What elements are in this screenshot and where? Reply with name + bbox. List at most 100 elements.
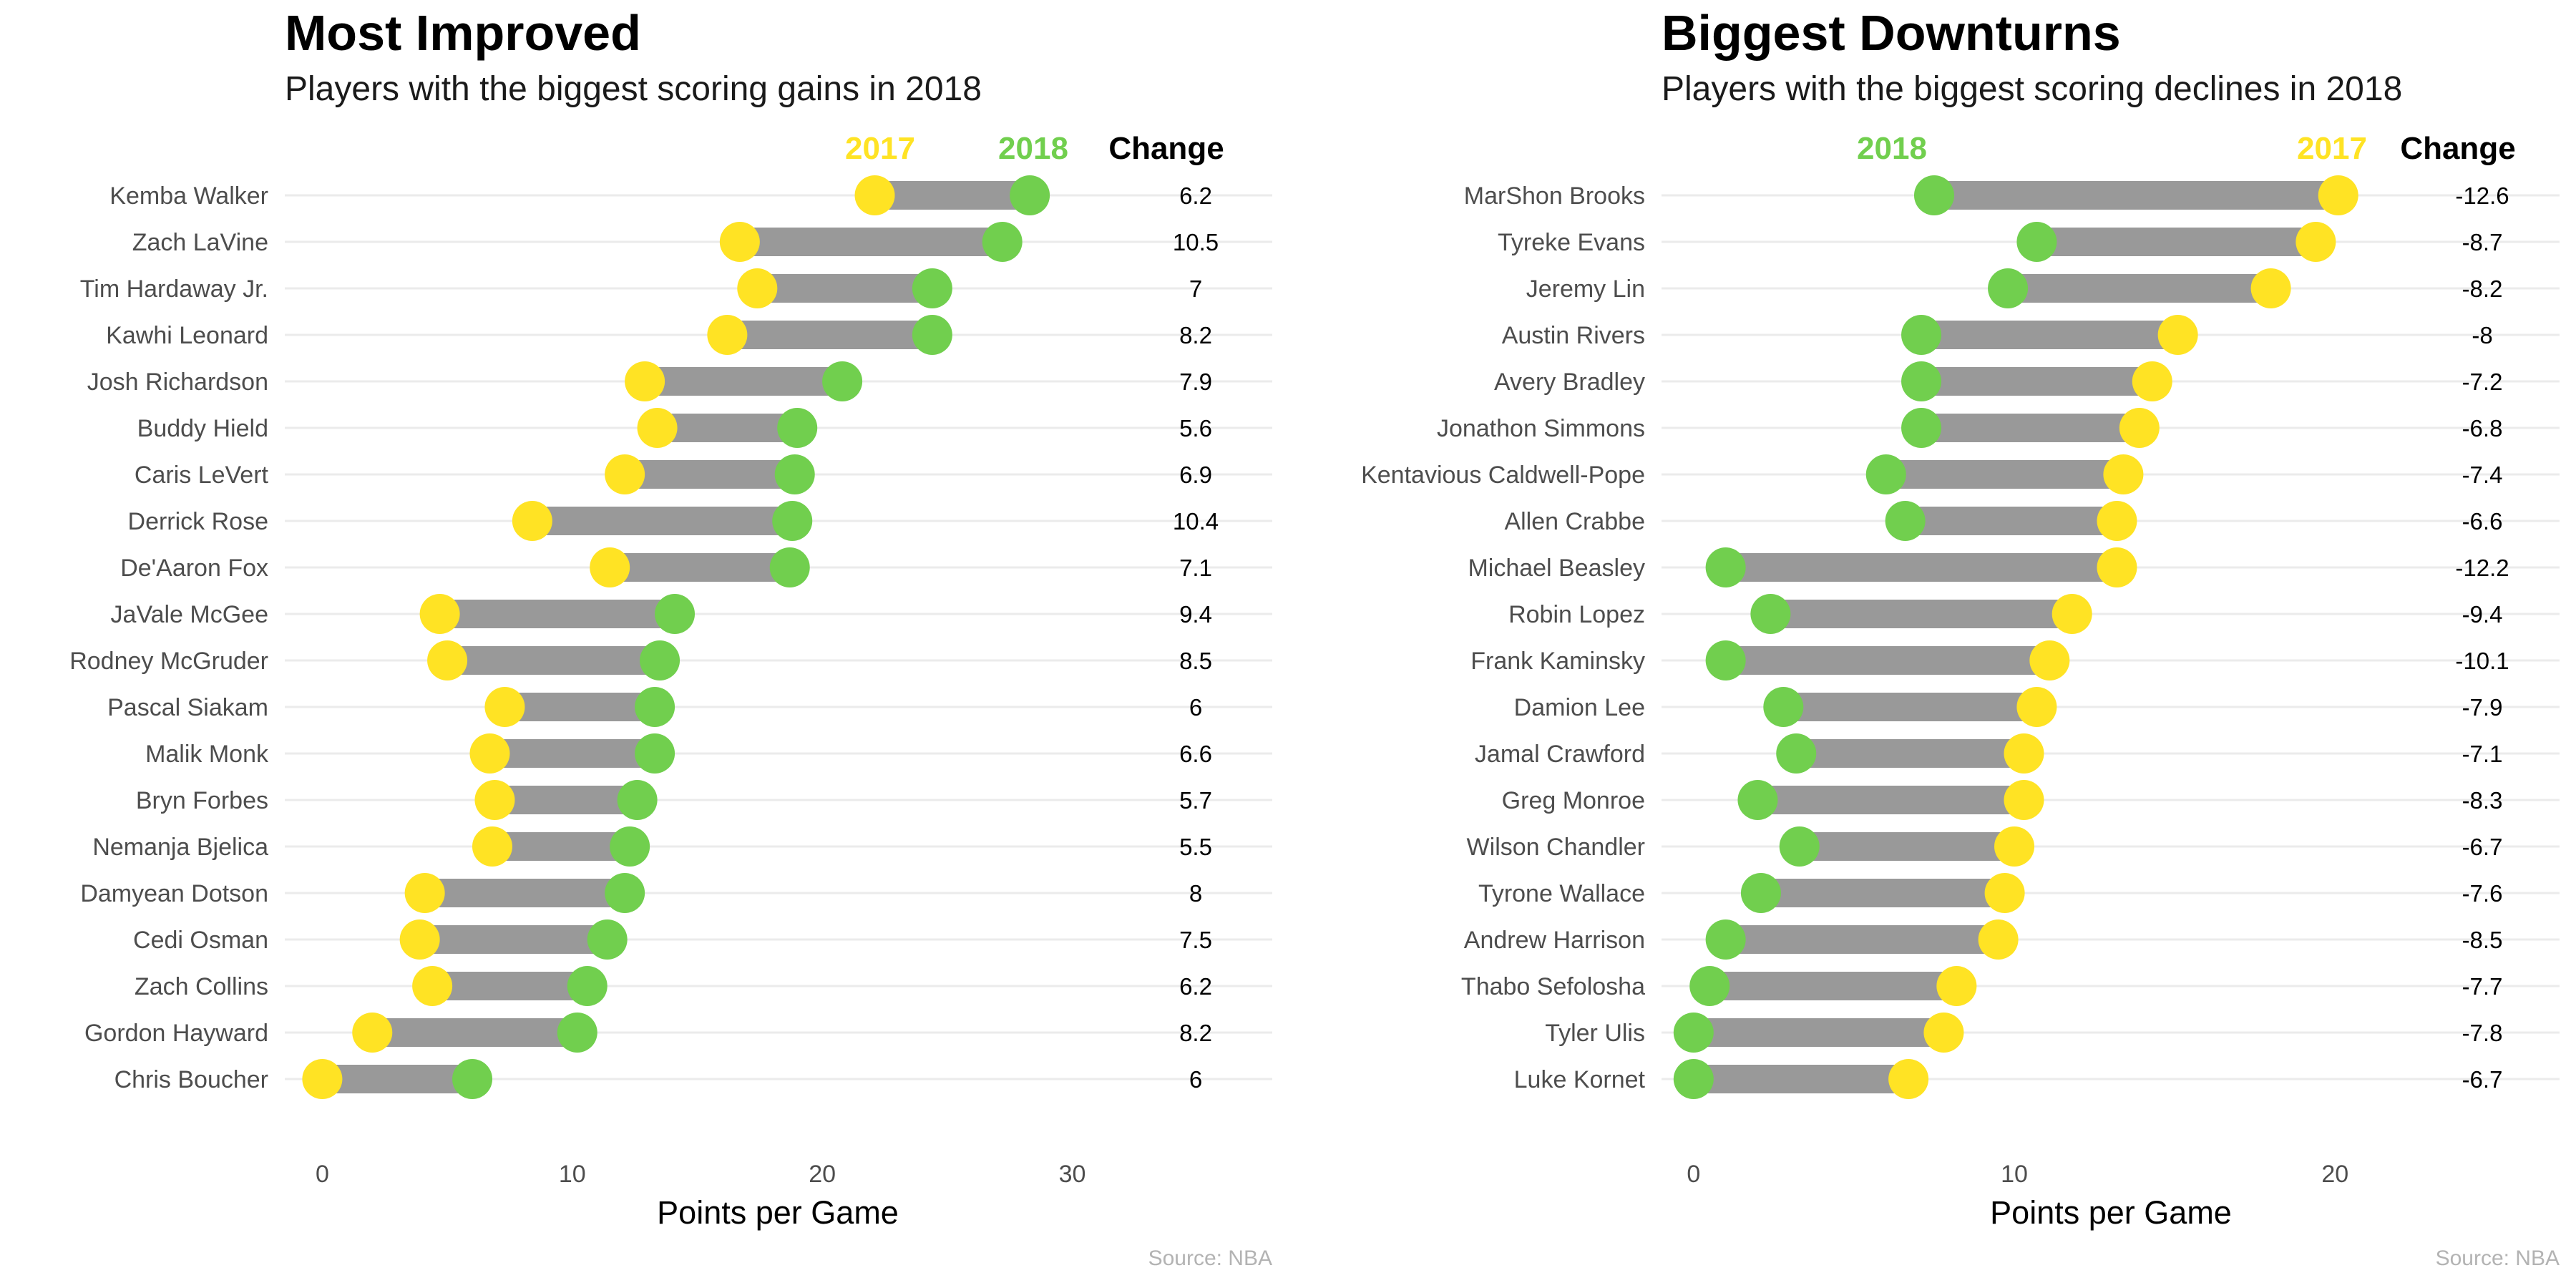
player-row: Thabo Sefolosha -7.7 [1461,966,2560,1006]
change-value: -8.2 [2462,275,2503,302]
point-2017 [1978,919,2019,960]
player-row: Gordon Hayward 8.2 [84,1013,1272,1053]
point-2018 [1885,501,1926,541]
player-name: Avery Bradley [1494,369,1645,396]
point-2018 [1763,687,1804,727]
point-2018 [1673,1013,1714,1053]
point-2017 [2119,408,2160,448]
point-2018 [1988,268,2029,308]
change-value: -12.2 [2455,555,2509,581]
point-2018 [655,594,696,634]
x-tick-label: 10 [2001,1161,2028,1188]
point-2018 [2016,222,2057,262]
player-row: Tim Hardaway Jr. 7 [80,268,1272,308]
point-2018 [774,454,815,494]
change-value: 7.9 [1179,369,1212,395]
change-value: -7.1 [2462,741,2503,767]
player-name: JaVale McGee [111,601,268,628]
panel-most-improved: Most Improved Players with the biggest s… [69,5,1272,1270]
player-row: Kemba Walker 6.2 [109,175,1272,215]
player-name: Buddy Hield [137,415,268,442]
point-2017 [2296,222,2336,262]
player-row: Zach LaVine 10.5 [132,222,1272,262]
point-2017 [412,966,453,1006]
point-2018 [1750,594,1791,634]
point-2017 [2097,501,2137,541]
player-row: Tyler Ulis -7.8 [1545,1013,2560,1053]
player-name: Tyrone Wallace [1478,880,1645,907]
change-value: 6 [1189,1066,1202,1093]
point-2017 [2103,454,2144,494]
point-2018 [452,1059,493,1099]
source-caption: Source: NBA [2436,1246,2560,1270]
player-name: Thabo Sefolosha [1461,973,1645,1000]
point-2017 [1936,966,1977,1006]
x-axis-ticks: 0 10 20 [1687,1161,2348,1188]
player-name: Kawhi Leonard [106,322,268,349]
player-row: Pascal Siakam 6 [107,687,1272,727]
change-value: -8.3 [2462,787,2503,814]
player-name: Tyler Ulis [1545,1020,1645,1047]
player-name: Kemba Walker [109,182,268,210]
player-name: Derrick Rose [128,508,268,535]
point-2018 [635,687,675,727]
change-value: 5.5 [1179,834,1212,860]
change-value: -7.4 [2462,462,2503,488]
player-name: Jeremy Lin [1526,275,1645,303]
point-2018 [769,547,810,587]
point-2017 [637,408,678,448]
x-axis-ticks: 0 10 20 30 [316,1161,1085,1188]
player-row: Luke Kornet -6.7 [1514,1059,2560,1099]
point-2017 [2051,594,2092,634]
point-2017 [2097,547,2137,587]
player-name: Austin Rivers [1502,322,1645,349]
player-name: Tyreke Evans [1498,229,1645,256]
legend-label-2018: 2018 [998,131,1068,166]
point-2017 [1923,1013,1964,1053]
player-row: Kentavious Caldwell-Pope -7.4 [1361,454,2560,494]
player-name: Wilson Chandler [1467,834,1645,861]
change-value: 7.1 [1179,555,1212,581]
point-2018 [1901,315,1942,355]
change-value: 5.7 [1179,787,1212,814]
panel-biggest-downturns: Biggest Downturns Players with the bigge… [1361,5,2560,1270]
player-name: Pascal Siakam [107,694,268,721]
x-tick-label: 20 [809,1161,836,1188]
player-row: De'Aaron Fox 7.1 [120,547,1272,587]
point-2017 [1984,873,2025,913]
point-2017 [419,594,460,634]
player-name: Caris LeVert [135,462,269,489]
change-column-header: Change [2400,131,2515,166]
change-value: -6.8 [2462,415,2503,441]
player-name: Damion Lee [1514,694,1645,721]
player-name: Malik Monk [145,741,269,768]
player-row: Damyean Dotson 8 [80,873,1272,913]
change-value: 8.2 [1179,1020,1212,1046]
change-value: -7.9 [2462,694,2503,721]
change-value: -8.7 [2462,229,2503,255]
player-row: Kawhi Leonard 8.2 [106,315,1272,355]
x-axis-label: Points per Game [1990,1194,2232,1231]
point-2018 [1779,826,1820,867]
player-row: Jonathon Simmons -6.8 [1437,408,2560,448]
point-2017 [1994,826,2035,867]
player-row: Tyrone Wallace -7.6 [1478,873,2560,913]
change-value: 10.4 [1173,508,1219,535]
legend-label-2017: 2017 [845,131,915,166]
change-value: -7.7 [2462,973,2503,1000]
point-2018 [610,826,650,867]
player-name: Michael Beasley [1468,555,1645,582]
player-row: Buddy Hield 5.6 [137,408,1272,448]
player-row: MarShon Brooks -12.6 [1464,175,2560,215]
point-2017 [605,454,645,494]
change-value: -8.5 [2462,927,2503,953]
x-axis-label: Points per Game [657,1194,899,1231]
point-2017 [2157,315,2198,355]
player-row: Austin Rivers -8 [1502,315,2560,355]
player-row: Josh Richardson 7.9 [87,361,1272,401]
change-value: -12.6 [2455,182,2509,209]
player-row: Robin Lopez -9.4 [1508,594,2560,634]
point-2017 [719,222,760,262]
point-2018 [1737,780,1778,820]
